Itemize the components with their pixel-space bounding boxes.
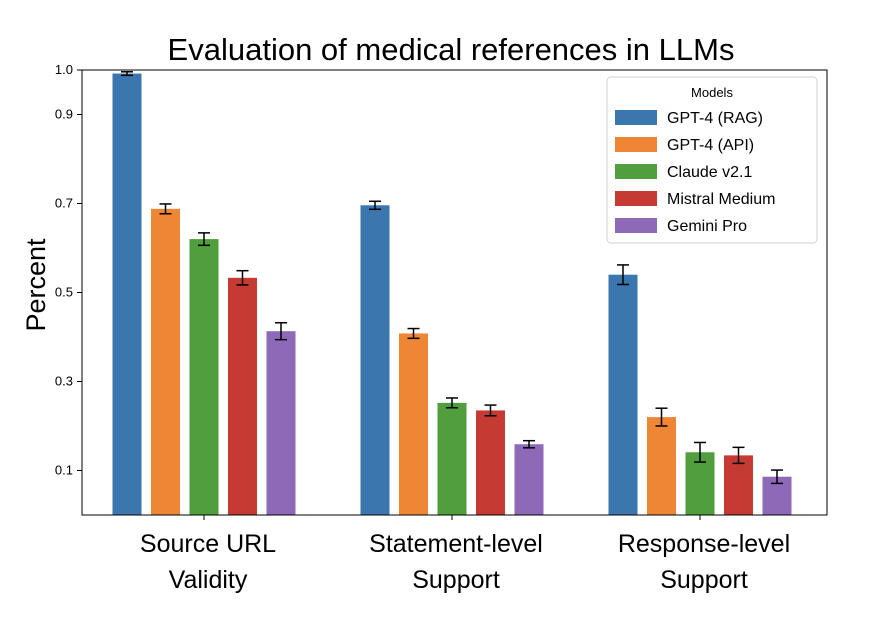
legend-swatch — [615, 164, 657, 179]
legend-swatch — [615, 110, 657, 125]
bar-gpt-4-rag- — [360, 205, 390, 515]
legend-title: Models — [691, 85, 733, 100]
x-tick-label: Support — [660, 566, 748, 594]
x-tick-label: Support — [412, 566, 500, 594]
bar-mistral-medium — [476, 410, 505, 515]
bar-mistral-medium — [724, 455, 753, 515]
bar-claude-v2-1 — [189, 239, 219, 515]
y-tick-label: 0.9 — [55, 107, 73, 122]
plot-area: 0.1 0.3 0.5 0.7 0.9 1.0 Source URL Validity Stat… — [55, 62, 792, 594]
x-tick-label: Statement-level — [369, 530, 543, 558]
bar-gemini-pro — [514, 444, 544, 515]
plot-frame — [81, 69, 828, 516]
y-tick-label: 0.5 — [55, 285, 73, 300]
bar-gpt-4-rag- — [112, 73, 142, 515]
y-tick-label: 1.0 — [55, 62, 73, 77]
legend-label: Gemini Pro — [667, 218, 747, 235]
y-tick-label: 0.1 — [55, 463, 73, 478]
x-tick-label: Source URL — [140, 530, 276, 558]
bar-claude-v2-1 — [437, 402, 467, 515]
x-tick-label: Response-level — [618, 530, 790, 558]
legend-swatch — [615, 218, 657, 233]
legend-label: Claude v2.1 — [667, 164, 752, 181]
x-tick-label: Validity — [169, 566, 248, 594]
legend-box — [606, 76, 818, 244]
chart-title: Evaluation of medical references in LLMs — [168, 32, 735, 67]
bar-gemini-pro — [266, 331, 296, 515]
legend-label: GPT-4 (API) — [667, 137, 754, 154]
y-tick-label: 0.7 — [55, 196, 73, 211]
legend-swatch — [615, 191, 657, 206]
legend-label: Mistral Medium — [667, 191, 775, 208]
y-axis-label: Percent — [21, 238, 51, 332]
legend: Models GPT-4 (RAG) GPT-4 (API) Claude v2.1 M… — [606, 76, 818, 244]
y-tick-label: 0.3 — [55, 374, 73, 389]
bar-gpt-4-api- — [151, 208, 180, 515]
bar-gpt-4-api- — [647, 417, 676, 515]
legend-swatch — [615, 137, 657, 152]
legend-label: GPT-4 (RAG) — [667, 110, 763, 127]
bar-gpt-4-api- — [399, 333, 428, 515]
bar-mistral-medium — [228, 277, 257, 515]
bar-gpt-4-rag- — [608, 274, 638, 515]
